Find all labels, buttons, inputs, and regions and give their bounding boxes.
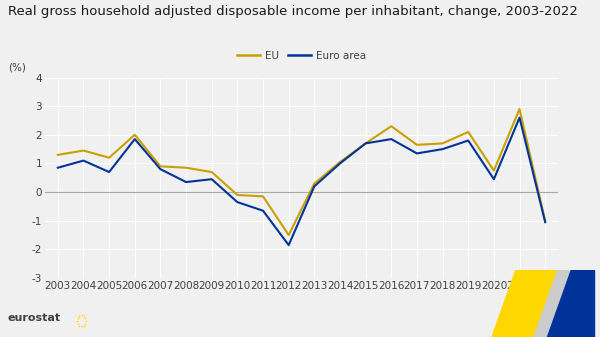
Polygon shape	[492, 270, 558, 337]
Text: eurostat: eurostat	[8, 313, 61, 324]
Text: (%): (%)	[8, 62, 26, 72]
Legend: EU, Euro area: EU, Euro area	[233, 47, 370, 65]
Polygon shape	[546, 270, 594, 337]
Text: Real gross household adjusted disposable income per inhabitant, change, 2003-202: Real gross household adjusted disposable…	[8, 5, 578, 18]
Polygon shape	[534, 270, 570, 337]
